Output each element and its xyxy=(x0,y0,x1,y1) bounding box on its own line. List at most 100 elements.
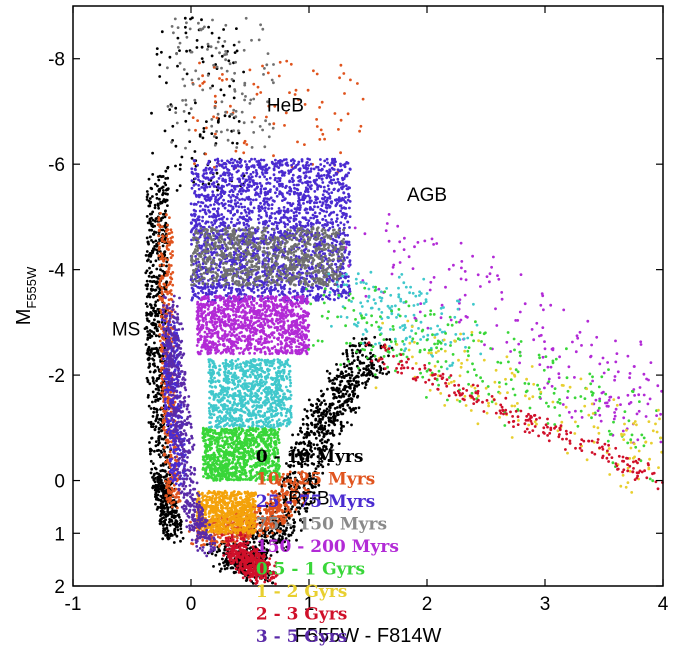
data-point xyxy=(217,207,220,211)
data-point xyxy=(171,250,174,253)
data-point xyxy=(352,379,355,382)
data-point xyxy=(170,505,174,509)
data-point xyxy=(150,467,154,471)
data-point xyxy=(348,376,352,380)
data-point xyxy=(166,272,169,276)
data-point xyxy=(164,489,168,493)
data-point xyxy=(298,169,302,173)
data-point xyxy=(287,172,291,175)
data-point xyxy=(278,177,282,180)
data-point xyxy=(220,201,224,205)
data-point xyxy=(278,293,281,297)
data-point xyxy=(281,185,284,188)
data-point xyxy=(154,493,157,497)
data-point xyxy=(342,374,345,378)
data-point xyxy=(259,511,262,515)
data-point xyxy=(160,237,164,241)
data-point xyxy=(290,204,293,208)
data-point xyxy=(338,383,342,387)
data-point xyxy=(299,237,303,241)
data-point xyxy=(231,161,235,165)
data-point xyxy=(162,483,165,487)
data-point xyxy=(335,220,338,223)
data-point xyxy=(345,212,348,216)
data-point xyxy=(312,296,315,299)
data-point xyxy=(157,248,161,251)
data-point xyxy=(231,193,235,197)
data-point xyxy=(322,399,326,402)
data-point xyxy=(159,211,162,215)
data-point xyxy=(158,298,162,301)
data-point xyxy=(257,209,261,213)
data-point xyxy=(230,566,234,570)
data-point xyxy=(149,422,153,426)
data-point xyxy=(278,541,282,544)
data-point xyxy=(163,223,167,227)
data-point xyxy=(283,540,286,544)
data-point xyxy=(227,160,231,164)
data-point xyxy=(184,31,188,35)
data-point xyxy=(350,382,354,386)
data-point xyxy=(160,520,164,524)
data-point xyxy=(305,435,308,439)
data-point xyxy=(197,187,201,191)
data-point xyxy=(146,395,150,399)
data-point xyxy=(351,351,355,355)
data-point xyxy=(161,496,164,499)
data-point xyxy=(154,259,158,263)
data-point xyxy=(344,370,348,373)
data-point xyxy=(214,132,217,136)
data-point xyxy=(205,539,209,543)
data-point xyxy=(201,136,205,140)
data-point xyxy=(334,171,338,175)
data-point xyxy=(150,228,154,232)
data-point xyxy=(151,400,154,404)
data-point xyxy=(354,376,357,379)
data-point xyxy=(364,383,368,386)
data-point xyxy=(348,215,352,219)
data-point xyxy=(168,282,172,286)
data-point xyxy=(160,425,163,429)
data-point xyxy=(154,419,158,423)
data-point xyxy=(246,207,250,211)
data-point xyxy=(148,228,152,232)
data-point xyxy=(155,329,159,332)
data-point xyxy=(153,280,157,284)
data-point xyxy=(163,436,167,439)
data-point xyxy=(242,70,246,74)
data-point xyxy=(336,289,340,293)
data-point xyxy=(206,285,210,289)
data-point xyxy=(156,421,160,424)
data-point xyxy=(155,508,159,511)
data-point xyxy=(210,221,214,224)
data-point xyxy=(269,214,272,218)
data-point xyxy=(176,36,180,40)
data-point xyxy=(319,403,322,407)
data-point xyxy=(190,167,194,171)
data-point xyxy=(222,28,226,31)
data-point xyxy=(319,389,323,393)
data-point xyxy=(168,519,172,522)
data-point xyxy=(323,159,327,163)
data-point xyxy=(201,208,205,212)
data-point xyxy=(154,425,158,429)
data-point xyxy=(326,438,330,442)
data-point xyxy=(198,61,201,65)
data-point xyxy=(331,429,334,433)
data-point xyxy=(171,124,175,128)
data-point xyxy=(248,68,252,72)
data-point xyxy=(154,314,157,318)
data-point xyxy=(343,386,347,389)
data-point xyxy=(318,295,322,298)
data-point xyxy=(274,162,278,165)
data-point xyxy=(248,180,252,184)
data-point xyxy=(330,200,334,204)
data-point xyxy=(197,200,200,204)
data-point xyxy=(309,167,313,171)
data-point xyxy=(352,344,356,347)
data-point xyxy=(338,410,342,414)
data-point xyxy=(296,188,300,192)
data-point xyxy=(204,221,208,225)
data-point xyxy=(165,81,168,85)
data-point xyxy=(157,234,161,238)
